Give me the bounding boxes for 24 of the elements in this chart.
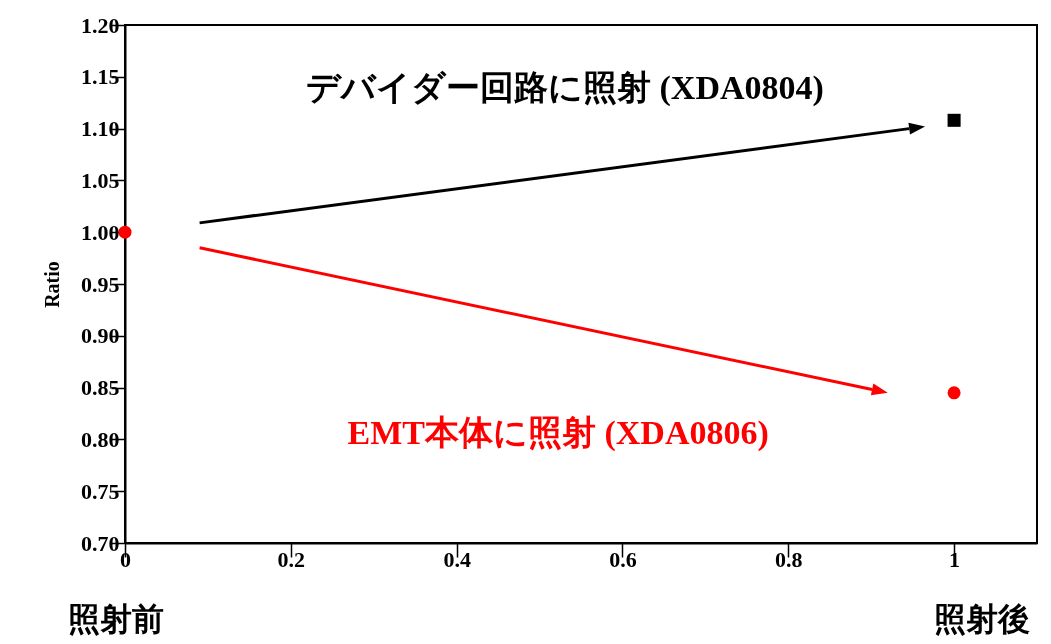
y-tick-label: 0.80: [81, 426, 120, 452]
y-tick-label: 0.75: [81, 478, 120, 504]
y-tick-label: 0.90: [81, 323, 120, 349]
point: [118, 225, 132, 239]
y-tick-label: 0.95: [81, 271, 120, 297]
x-tick-label: 0.6: [609, 546, 637, 572]
y-tick-label: 1.15: [81, 64, 120, 90]
x-tick-label: 0.8: [775, 546, 803, 572]
x-tick-label: 0.2: [277, 546, 306, 572]
point: [947, 113, 961, 127]
y-tick-label: 1.20: [81, 12, 120, 38]
y-tick-label: 1.05: [81, 167, 120, 193]
text: 照射後: [934, 600, 1030, 639]
y-axis-title: Ratio: [41, 261, 63, 308]
x-tick-label: 0.4: [443, 546, 471, 572]
point: [947, 386, 961, 400]
y-tick-label: 0.85: [81, 375, 120, 401]
text: EMT本体に照射 (XDA0806): [347, 413, 769, 453]
x-tick-label: 0: [120, 546, 131, 572]
y-tick-label: 1.10: [81, 116, 120, 142]
text: 照射前: [68, 600, 164, 639]
y-tick-label: 1.00: [81, 219, 120, 245]
text: デバイダー回路に照射 (XDA0804): [306, 68, 824, 108]
y-tick-label: 0.70: [81, 530, 120, 556]
